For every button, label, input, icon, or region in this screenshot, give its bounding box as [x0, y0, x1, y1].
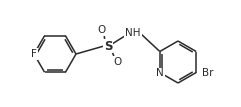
Text: N: N	[156, 68, 164, 79]
Text: S: S	[104, 39, 112, 53]
Text: O: O	[97, 25, 105, 35]
Text: NH: NH	[125, 28, 141, 38]
Text: Br: Br	[202, 68, 214, 77]
Text: F: F	[31, 49, 37, 59]
Text: O: O	[114, 57, 122, 67]
